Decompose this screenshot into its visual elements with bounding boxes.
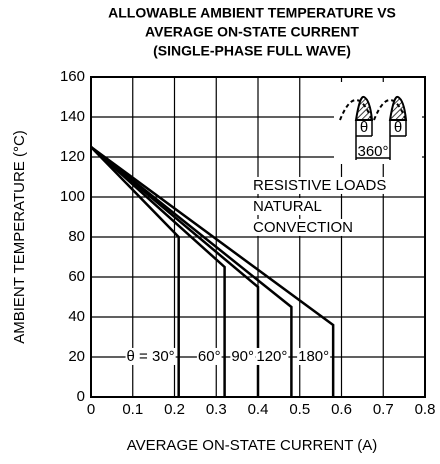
waveform: [373, 99, 407, 121]
label-bg: [297, 347, 331, 365]
x-tick-label: 0.1: [122, 401, 143, 418]
y-tick-label: 140: [60, 108, 85, 125]
x-tick-label: 0.4: [248, 401, 269, 418]
y-axis-label: AMBIENT TEMPERATURE (°C): [11, 130, 28, 344]
y-tick-label: 40: [68, 308, 85, 325]
series-label: θ = 30°: [127, 348, 175, 365]
label-bg: [125, 347, 176, 365]
inset-angle: θ: [360, 119, 368, 136]
series-label: 90°: [231, 348, 254, 365]
x-tick-label: 0.2: [164, 401, 185, 418]
curve: [90, 145, 335, 397]
label-bg: [230, 347, 255, 365]
y-tick-label: 120: [60, 148, 85, 165]
inset-period: 360°: [357, 143, 388, 160]
chart-title: ALLOWABLE AMBIENT TEMPERATURE VS: [108, 5, 396, 21]
series-label: 180°: [298, 348, 329, 365]
inset-bg: [334, 82, 422, 164]
waveform: [339, 99, 373, 121]
chart-title: AVERAGE ON-STATE CURRENT: [145, 24, 359, 40]
x-tick-label: 0.5: [289, 401, 310, 418]
y-tick-label: 20: [68, 348, 85, 365]
waveform-hatch: [354, 95, 374, 121]
chart-title: (SINGLE-PHASE FULL WAVE): [153, 43, 351, 59]
y-tick-label: 60: [68, 268, 85, 285]
y-tick-label: 80: [68, 228, 85, 245]
x-tick-label: 0: [87, 401, 95, 418]
label-bg: [196, 347, 222, 365]
y-tick-label: 100: [60, 188, 85, 205]
series-label: 60°: [198, 348, 221, 365]
annotation-bg: [251, 218, 356, 236]
x-tick-label: 0.3: [206, 401, 227, 418]
series-label: 120°: [256, 348, 287, 365]
annotation-bg: [251, 176, 389, 194]
x-tick-label: 0.7: [373, 401, 394, 418]
y-tick-label: 0: [77, 388, 85, 405]
annotation: RESISTIVE LOADS: [253, 177, 386, 194]
x-axis-label: AVERAGE ON-STATE CURRENT (A): [127, 437, 378, 454]
curve: [90, 146, 226, 397]
y-tick-label: 160: [60, 68, 85, 85]
waveform-hatch: [388, 95, 408, 121]
x-tick-label: 0.8: [415, 401, 436, 418]
x-tick-label: 0.6: [331, 401, 352, 418]
label-bg: [255, 347, 289, 365]
annotation: CONVECTION: [253, 219, 353, 236]
annotation: NATURAL: [253, 198, 322, 215]
annotation-bg: [251, 197, 324, 215]
inset-angle: θ: [394, 119, 402, 136]
curve: [90, 146, 293, 397]
curve: [90, 146, 180, 397]
